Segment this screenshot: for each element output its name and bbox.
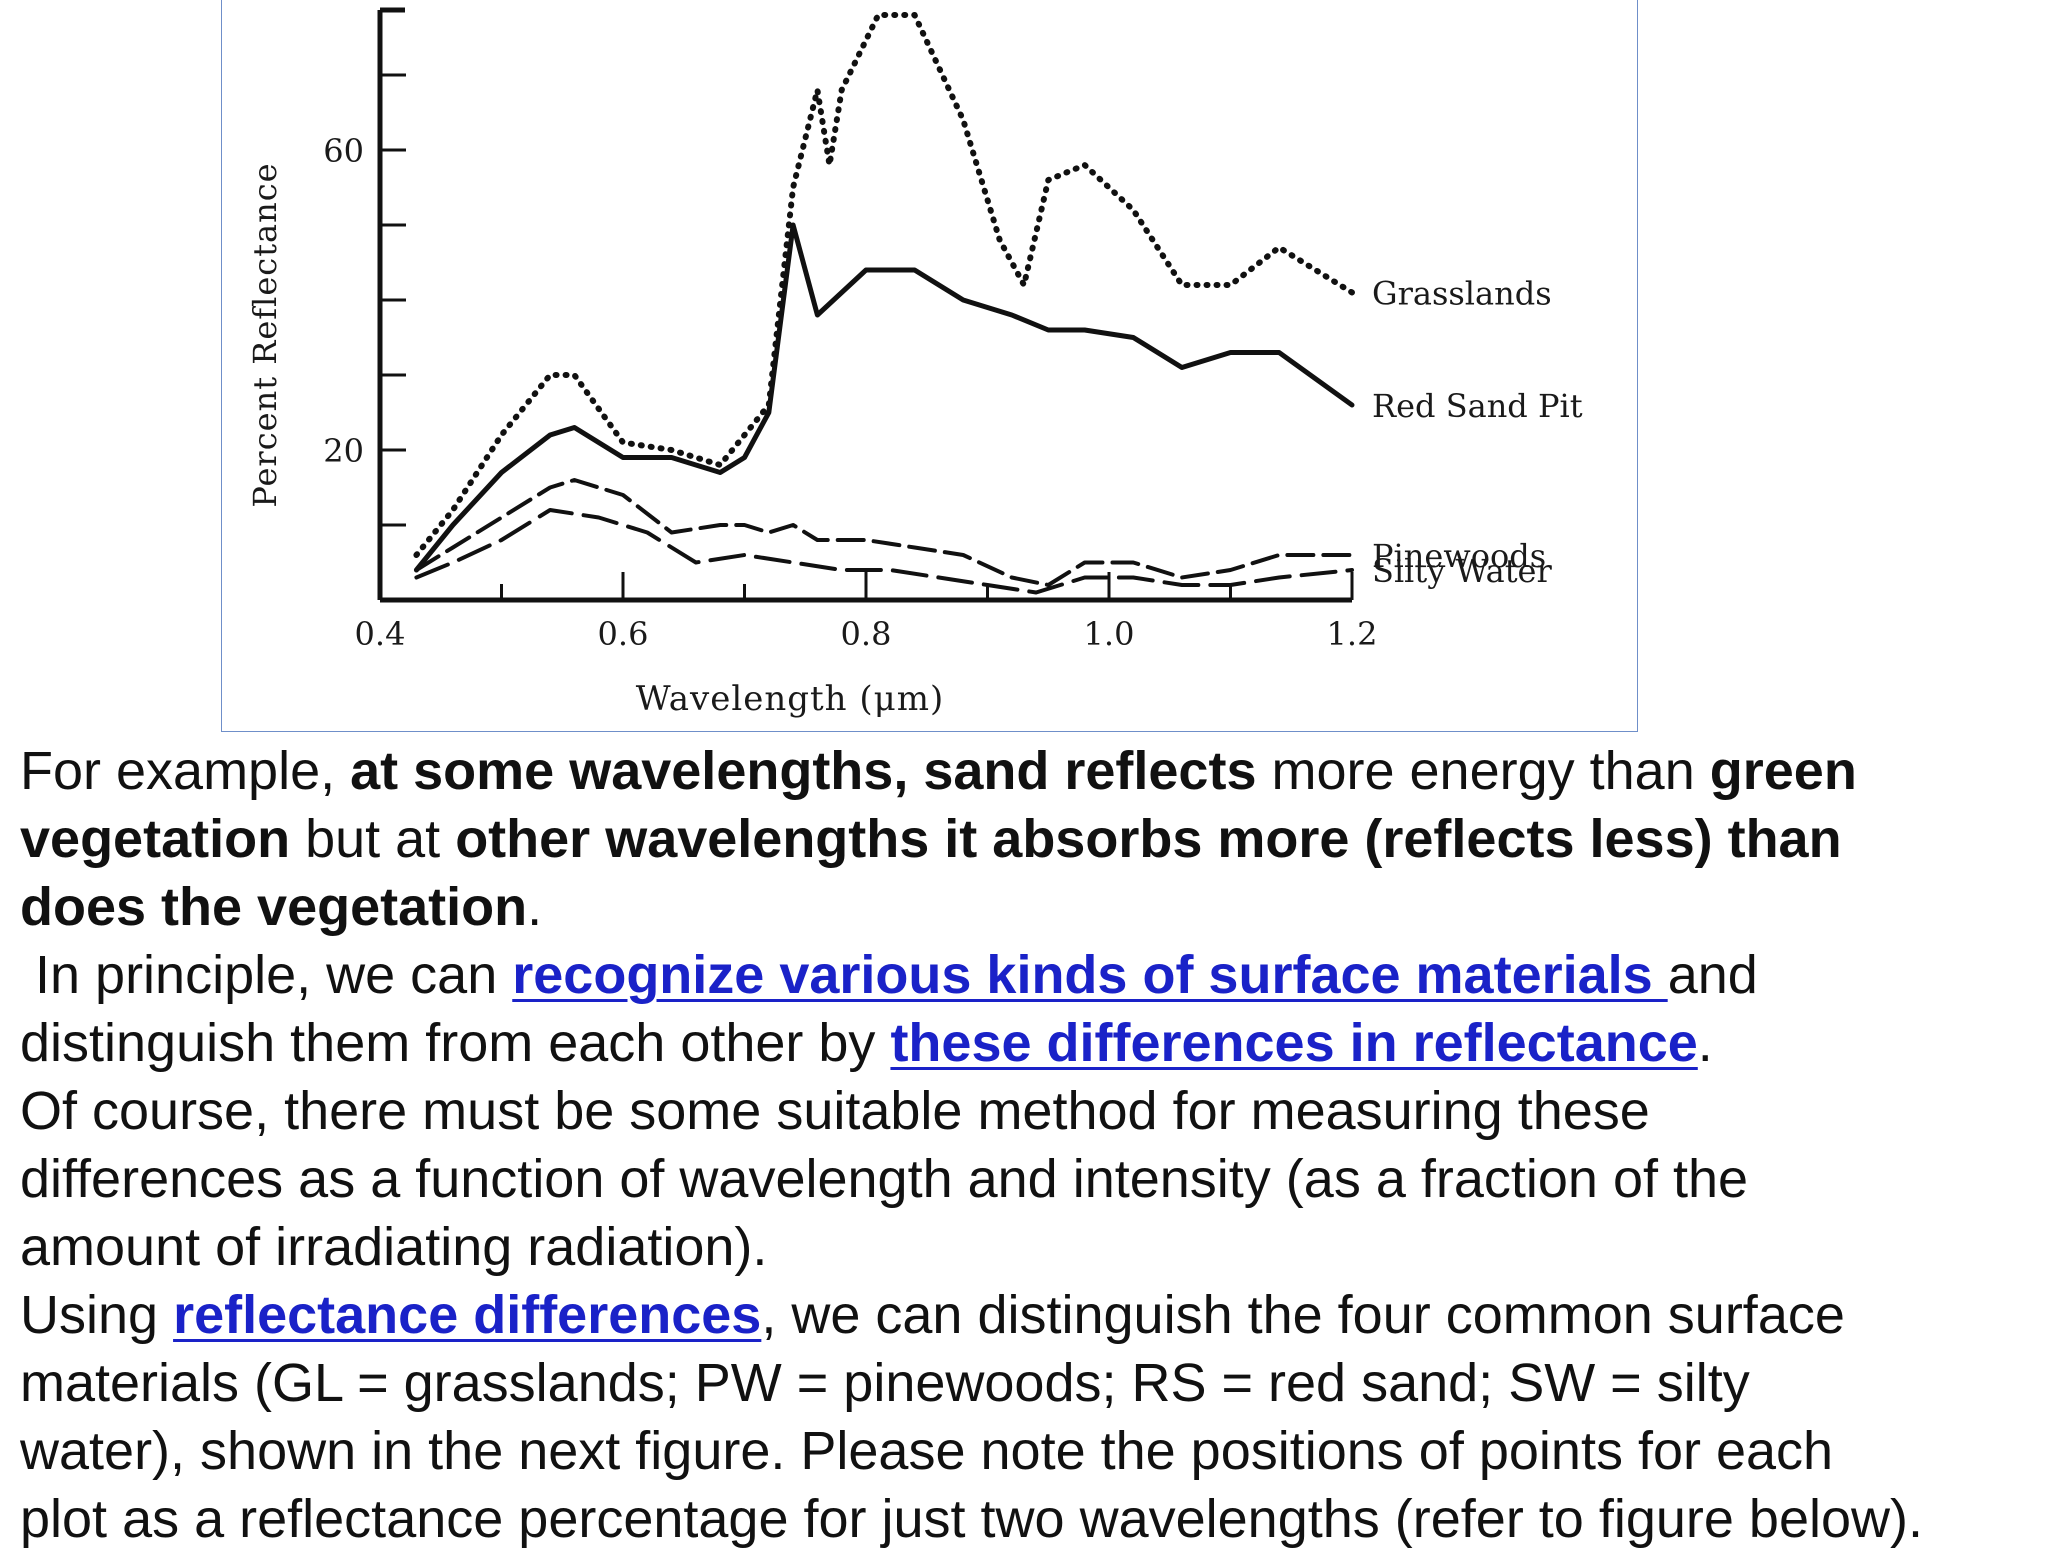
series-label-pinewoods: Pinewoods bbox=[1372, 537, 1546, 575]
paragraph-4-line-1: Using reflectance differences, we can di… bbox=[20, 1281, 2030, 1349]
p1-text-2: more energy than bbox=[1256, 741, 1710, 801]
series-label-red-sand-pit: Red Sand Pit bbox=[1372, 387, 1583, 425]
y-axis-title: Percent Reflectance bbox=[246, 162, 284, 507]
x-ticks: 0.4 0.6 0.8 1.0 1.2 bbox=[355, 572, 1378, 653]
y-tick-label: 60 bbox=[323, 132, 364, 170]
x-axis-title: Wavelength (μm) bbox=[636, 679, 944, 719]
p2-text-4: . bbox=[1697, 1013, 1713, 1073]
paragraph-1-line-2: vegetation but at other wavelengths it a… bbox=[20, 805, 2030, 873]
p1-text-1: For example, bbox=[20, 741, 351, 801]
p1-bold-2: green bbox=[1709, 741, 1857, 801]
surface-materials-link[interactable]: recognize various kinds of surface mater… bbox=[512, 945, 1668, 1005]
p1-text-4: . bbox=[527, 877, 543, 937]
p1-bold-5: does the vegetation bbox=[20, 877, 528, 937]
paragraph-3-line-1: Of course, there must be some suitable m… bbox=[20, 1081, 1650, 1141]
paragraph-3-line-3: amount of irradiating radiation). bbox=[20, 1217, 768, 1277]
p1-bold-1: at some wavelengths, sand reflects bbox=[350, 741, 1257, 801]
x-tick-label: 0.4 bbox=[355, 615, 406, 653]
p2-text-1: In principle, we can bbox=[20, 945, 513, 1005]
series-group bbox=[413, 12, 1355, 595]
series-line-red-sand-pit bbox=[413, 222, 1355, 573]
figure-frame bbox=[221, 0, 1638, 732]
series-line-pinewoods bbox=[414, 478, 1354, 587]
series-label-grasslands: Grasslands bbox=[1372, 275, 1552, 313]
paragraph-3-line-2: differences as a function of wavelength … bbox=[20, 1149, 1749, 1209]
p1-text-3: but at bbox=[290, 809, 456, 869]
paragraph-1-line-3: does the vegetation. bbox=[20, 873, 2030, 941]
paragraph-2-line-2: distinguish them from each other by thes… bbox=[20, 1009, 2030, 1077]
y-tick-label: 20 bbox=[323, 432, 364, 470]
p1-bold-3: vegetation bbox=[20, 809, 291, 869]
p2-text-2: and bbox=[1667, 945, 1758, 1005]
paragraph-4-line-2: materials (GL = grasslands; PW = pinewoo… bbox=[20, 1353, 1750, 1413]
x-tick-label: 1.2 bbox=[1327, 615, 1378, 653]
x-tick-label: 0.8 bbox=[841, 615, 892, 653]
series-line-silty-water bbox=[414, 508, 1354, 595]
p4-text-1: Using bbox=[20, 1285, 174, 1345]
series-label-silty-water: Silty Water bbox=[1372, 552, 1552, 590]
body-text: For example, at some wavelengths, sand r… bbox=[20, 737, 2030, 1553]
p2-text-3: distinguish them from each other by bbox=[20, 1013, 891, 1073]
reflectance-differences-link-1[interactable]: these differences in reflectance bbox=[890, 1013, 1698, 1073]
p4-text-2: , we can distinguish the four common sur… bbox=[761, 1285, 1845, 1345]
paragraph-2-line-1: In principle, we can recognize various k… bbox=[20, 941, 2030, 1009]
series-line-grasslands bbox=[413, 12, 1355, 558]
paragraph-1-line-1: For example, at some wavelengths, sand r… bbox=[20, 737, 2030, 805]
paragraph-4-line-3: water), shown in the next figure. Please… bbox=[20, 1421, 1834, 1481]
p1-bold-4: other wavelengths it absorbs more (refle… bbox=[455, 809, 1842, 869]
series-labels: Pinewoods Grasslands Red Sand Pit Silty Wat… bbox=[1372, 275, 1583, 591]
x-tick-label: 1.0 bbox=[1084, 615, 1135, 653]
reflectance-differences-link-2[interactable]: reflectance differences bbox=[173, 1285, 762, 1345]
paragraph-4-line-4: plot as a reflectance percentage for jus… bbox=[20, 1489, 1923, 1549]
x-tick-label: 0.6 bbox=[598, 615, 649, 653]
